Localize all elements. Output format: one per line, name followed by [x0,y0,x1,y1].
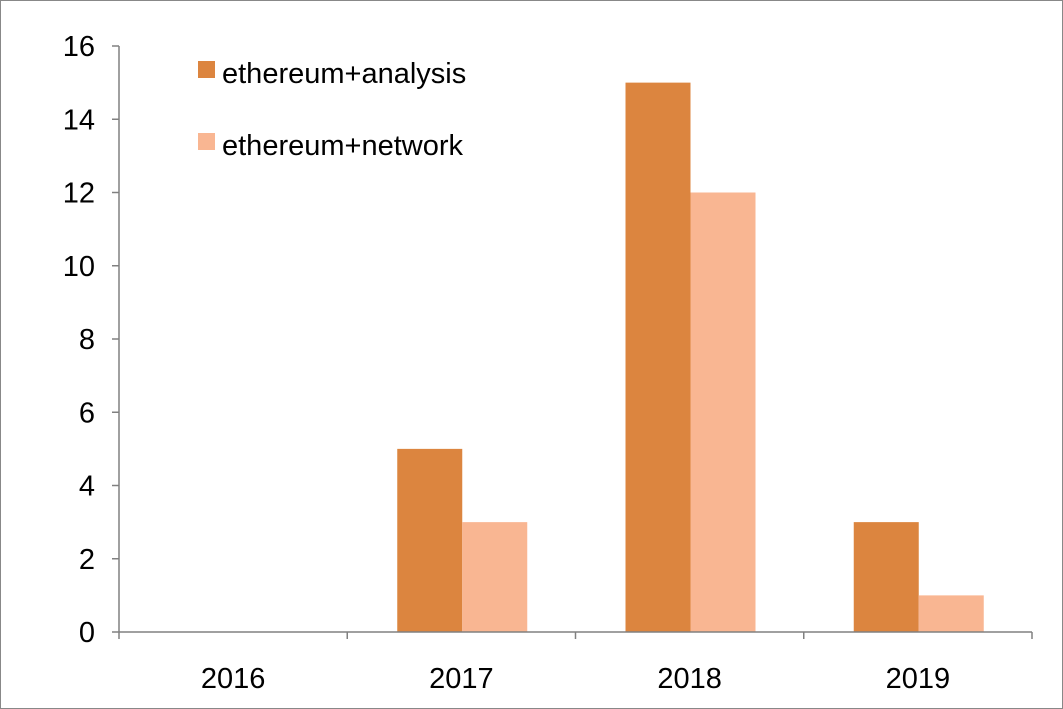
legend-label-ethereum-network: ethereum+network [222,130,463,162]
bars-layer [397,82,984,632]
y-tick-label-12: 12 [63,178,95,210]
bar-ethereum-network-2018 [690,192,756,632]
y-tick-label-6: 6 [79,397,95,429]
y-tick-label-14: 14 [63,104,95,136]
y-tick-label-2: 2 [79,544,95,576]
legend: ethereum+analysis ethereum+network [198,58,466,162]
y-tick-label-8: 8 [79,324,95,356]
legend-swatch-ethereum-network [198,133,215,150]
bar-ethereum-analysis-2017 [397,448,463,632]
x-tick-label-2018: 2018 [657,663,722,695]
x-tick-label-2019: 2019 [886,663,951,695]
x-tick-label-2017: 2017 [429,663,494,695]
legend-label-ethereum-analysis: ethereum+analysis [222,58,466,90]
bar-ethereum-network-2019 [918,595,984,632]
y-tick-label-16: 16 [63,31,95,63]
x-tick-label-2016: 2016 [201,663,266,695]
y-tick-label-10: 10 [63,251,95,283]
bar-ethereum-analysis-2019 [853,522,919,632]
y-tick-label-0: 0 [79,617,95,649]
x-tick-labels: 2016 2017 2018 2019 [118,632,1033,695]
bar-ethereum-analysis-2018 [625,82,691,632]
bar-ethereum-network-2017 [462,522,528,632]
legend-swatch-ethereum-analysis [198,61,215,78]
y-tick-label-4: 4 [79,471,95,503]
y-tick-labels: 0 2 4 6 8 10 12 14 16 [63,31,119,649]
